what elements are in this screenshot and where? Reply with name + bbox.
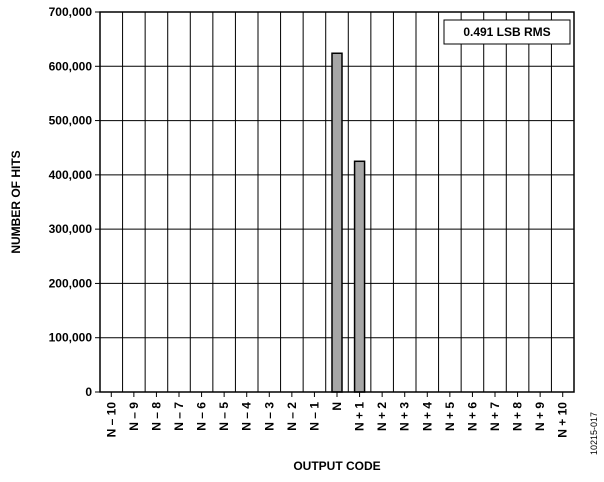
x-tick-label: N – 1 [307,402,321,431]
y-axis-ticks: 0 100,000 200,000 300,000 400,000 500,000 600,… [49,5,100,399]
x-tick-label: N – 3 [262,402,276,431]
y-tick-label: 400,000 [49,168,93,182]
x-tick-label: N – 6 [195,402,209,431]
y-tick-label: 300,000 [49,222,93,236]
x-axis-title: OUTPUT CODE [293,459,380,473]
x-tick-label: N – 7 [172,402,186,431]
x-tick-label: N [330,402,344,411]
y-tick-label: 200,000 [49,276,93,290]
x-tick-label: N + 6 [465,402,479,431]
x-tick-label: N – 2 [285,402,299,431]
y-axis-title: NUMBER OF HITS [9,150,23,253]
bar-10 [331,52,343,393]
y-tick-label: 100,000 [49,331,93,345]
x-tick-label: N + 5 [443,402,457,431]
y-tick-label: 0 [85,385,92,399]
annotation-box: 0.491 LSB RMS [443,19,571,45]
annotation-text: 0.491 LSB RMS [463,25,550,39]
x-tick-label: N – 10 [104,402,118,438]
x-tick-label: N + 4 [420,402,434,431]
y-tick-label: 500,000 [49,114,93,128]
x-tick-label: N + 8 [511,402,525,431]
x-tick-label: N – 9 [127,402,141,431]
figure-id: 10215-017 [589,412,599,455]
x-tick-label: N + 10 [556,402,570,438]
x-tick-label: N + 7 [488,402,502,431]
x-tick-label: N + 9 [533,402,547,431]
y-tick-label: 600,000 [49,59,93,73]
x-axis-ticks: N – 10 N – 9 N – 8 N – 7 N – 6 N – 5 N – 4 N – … [104,392,570,438]
x-tick-label: N – 5 [217,402,231,431]
x-tick-label: N – 8 [149,402,163,431]
x-tick-label: N – 4 [240,402,254,431]
x-tick-label: N + 2 [375,402,389,431]
y-tick-label: 700,000 [49,5,93,19]
x-tick-label: N + 1 [353,402,367,431]
x-tick-label: N + 3 [398,402,412,431]
bar-11 [353,160,366,393]
